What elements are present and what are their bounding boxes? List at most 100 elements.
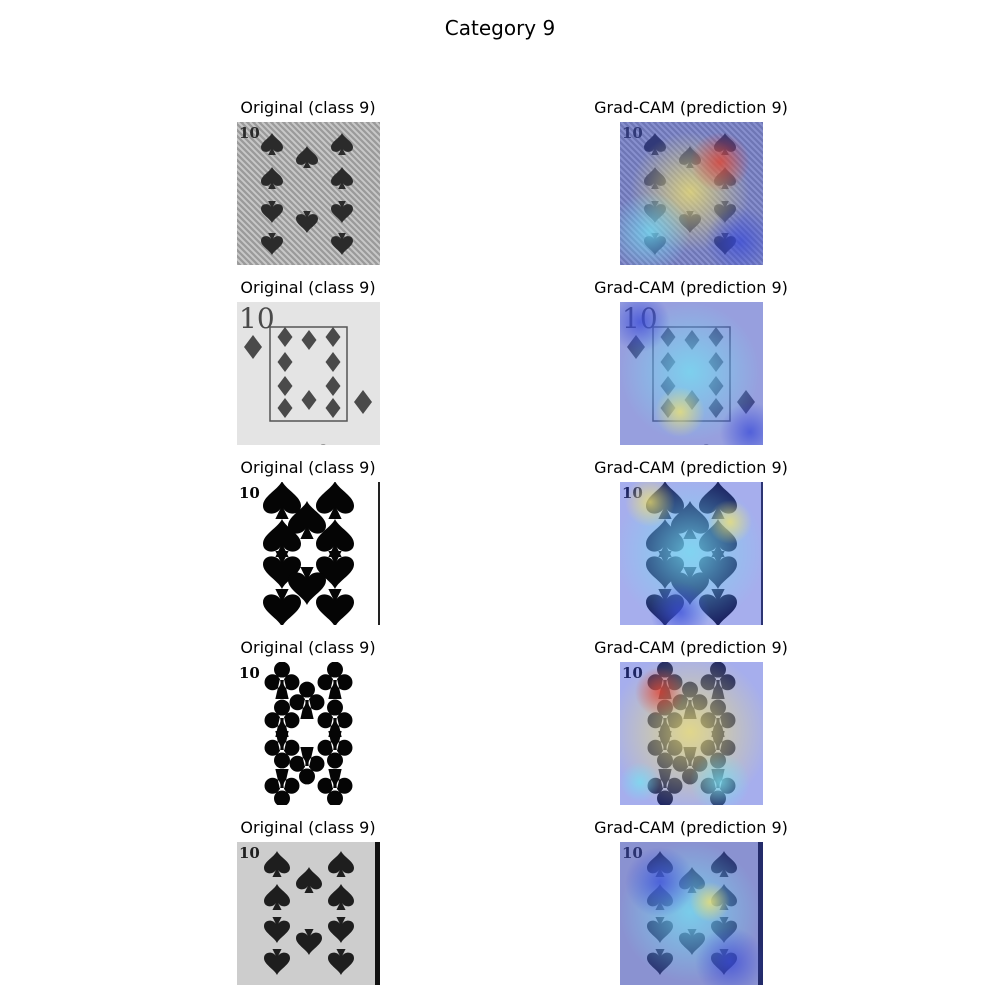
heatmap-overlay xyxy=(620,122,763,265)
texture-stripe xyxy=(237,179,322,265)
card-background xyxy=(237,842,380,985)
diamond-pip xyxy=(301,330,317,350)
texture-stripe xyxy=(303,122,380,200)
original-panel-title: Original (class 9) xyxy=(240,278,376,297)
spade-pip xyxy=(316,589,354,625)
texture-stripe xyxy=(279,122,380,224)
original-panel-title: Original (class 9) xyxy=(240,638,376,657)
diamond-pip xyxy=(277,376,293,396)
heatmap-overlay xyxy=(620,302,763,445)
texture-stripe xyxy=(267,122,380,236)
club-pip xyxy=(317,769,353,805)
diamond-pip xyxy=(277,352,293,372)
texture-stripe xyxy=(351,122,380,152)
club-pip xyxy=(264,769,300,805)
original-card-image: 10 10 xyxy=(237,302,380,445)
spade-pip xyxy=(328,949,354,975)
club-pip xyxy=(289,681,325,719)
original-card-image: 10 10 xyxy=(237,122,380,265)
texture-stripe xyxy=(291,122,380,212)
texture-stripe xyxy=(333,122,380,170)
original-panel-title: Original (class 9) xyxy=(240,98,376,117)
texture-stripe xyxy=(237,155,346,265)
club-pip xyxy=(317,662,353,699)
corner-rank-bottom: 10 xyxy=(697,438,733,445)
original-panel: 10 10 xyxy=(237,482,380,625)
spade-pip xyxy=(296,867,322,893)
texture-stripe xyxy=(722,122,763,164)
spade-pip xyxy=(316,551,354,589)
spade-pip xyxy=(288,501,326,539)
gradcam-panel-title: Grad-CAM (prediction 9) xyxy=(594,818,788,837)
spade-pip xyxy=(328,917,354,943)
club-pip xyxy=(317,731,353,769)
card-frame xyxy=(269,326,348,422)
spade-pip xyxy=(264,851,290,877)
spade-pip xyxy=(331,201,353,223)
card-edge-line xyxy=(378,482,380,625)
corner-rank-top: 10 xyxy=(239,124,260,142)
club-pip xyxy=(264,731,300,769)
texture-stripe xyxy=(237,149,352,265)
spade-pip xyxy=(296,211,318,233)
diamond-pip xyxy=(325,398,341,418)
spade-pip xyxy=(296,146,318,168)
spade-pip xyxy=(261,233,283,255)
heatmap-overlay xyxy=(620,482,763,625)
heatmap-overlay xyxy=(620,842,763,985)
spade-pip xyxy=(263,519,301,557)
corner-rank-top: 10 xyxy=(239,664,260,682)
spade-pip xyxy=(261,133,283,155)
spade-pip xyxy=(316,482,354,519)
original-panel: 10 10 xyxy=(237,842,380,985)
diamond-pip xyxy=(277,327,293,347)
corner-rank-top: 10 xyxy=(239,844,260,862)
original-card-image: 10 10 xyxy=(237,842,380,985)
spade-pip xyxy=(261,167,283,189)
original-card-image: 10 10 xyxy=(237,662,380,805)
corner-rank-bottom: 10 xyxy=(314,438,350,445)
heatmap-overlay xyxy=(620,662,763,805)
texture-stripe xyxy=(237,233,268,265)
texture-stripe xyxy=(237,221,280,265)
corner-rank-top: 10 xyxy=(622,124,643,142)
spade-pip xyxy=(264,884,290,910)
spade-pip xyxy=(331,233,353,255)
corner-rank-bottom: 10 xyxy=(341,801,362,805)
card-edge-shadow xyxy=(758,842,763,985)
spade-pip xyxy=(264,949,290,975)
corner-rank-bottom: 10 xyxy=(724,621,745,625)
spade-pip xyxy=(263,482,301,519)
original-panel-title: Original (class 9) xyxy=(240,818,376,837)
texture-stripe xyxy=(345,122,380,158)
gradcam-panel-title: Grad-CAM (prediction 9) xyxy=(594,458,788,477)
figure-title: Category 9 xyxy=(444,16,556,40)
gradcam-panel-title: Grad-CAM (prediction 9) xyxy=(594,638,788,657)
card-background xyxy=(237,482,380,625)
diamond-pip xyxy=(325,352,341,372)
texture-stripe xyxy=(237,161,340,265)
spade-pip xyxy=(331,133,353,155)
texture-stripe xyxy=(237,227,274,265)
spade-pip xyxy=(316,519,354,557)
original-panel: 10 10 xyxy=(237,302,380,445)
corner-rank-top: 10 xyxy=(239,302,275,335)
texture-stripe xyxy=(339,122,380,164)
texture-stripe xyxy=(237,191,310,265)
corner-rank-top: 10 xyxy=(239,484,260,502)
spade-pip xyxy=(296,929,322,955)
spade-pip xyxy=(264,917,290,943)
diamond-pip xyxy=(354,390,372,414)
club-pip xyxy=(264,662,300,699)
original-panel: 10 10 xyxy=(237,122,380,265)
club-pip xyxy=(264,699,300,737)
